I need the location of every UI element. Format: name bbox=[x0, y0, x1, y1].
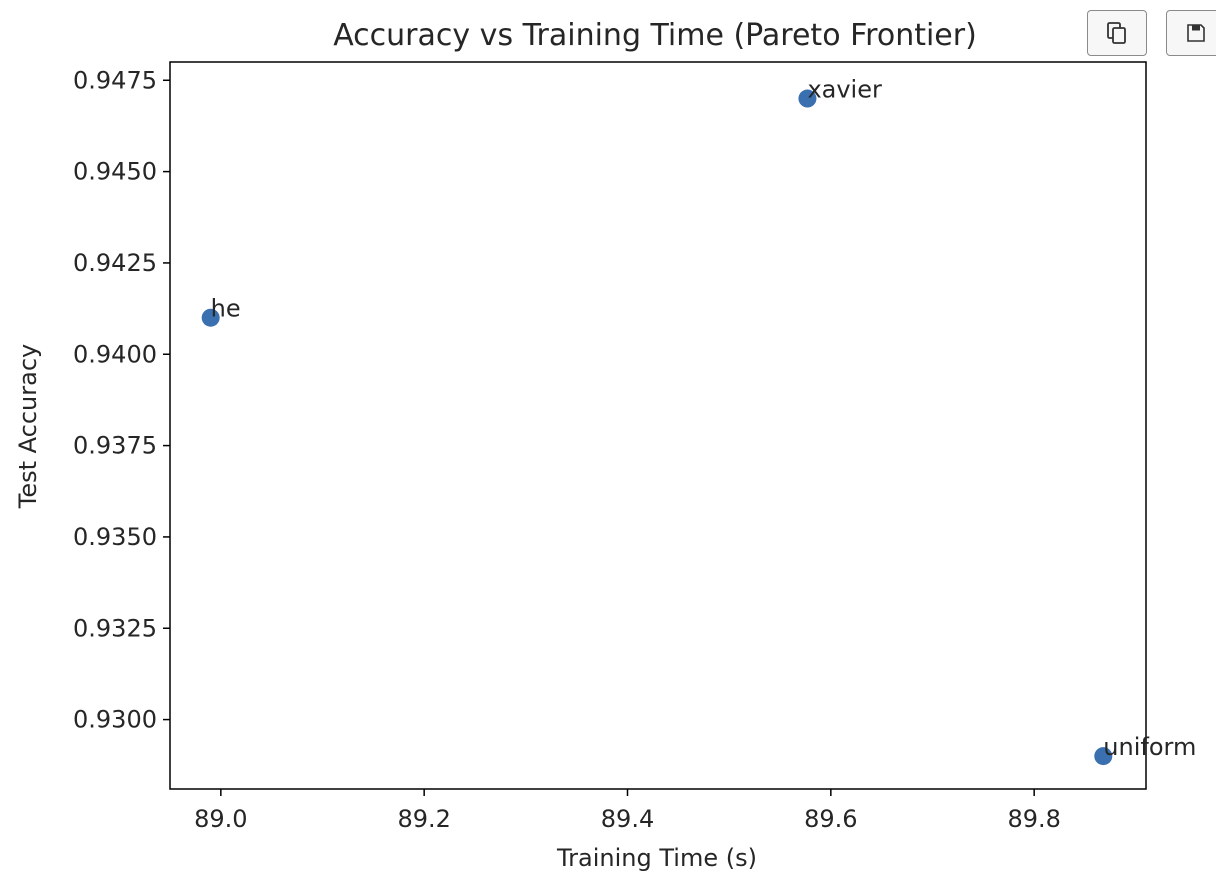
y-tick-label: 0.9450 bbox=[73, 158, 157, 186]
data-point bbox=[201, 308, 220, 327]
save-button[interactable] bbox=[1166, 10, 1216, 56]
y-tick-label: 0.9350 bbox=[73, 523, 157, 551]
x-tick-label: 89.4 bbox=[601, 805, 654, 833]
chart-title: Accuracy vs Training Time (Pareto Fronti… bbox=[333, 18, 977, 53]
x-tick-label: 89.2 bbox=[397, 805, 450, 833]
y-tick-label: 0.9300 bbox=[73, 706, 157, 734]
data-point bbox=[1094, 747, 1113, 766]
x-axis-ticks: 89.0 89.2 89.4 89.6 89.8 bbox=[194, 789, 1061, 833]
y-tick-label: 0.9425 bbox=[73, 249, 157, 277]
x-tick-label: 89.6 bbox=[804, 805, 857, 833]
y-tick-label: 0.9475 bbox=[73, 66, 157, 94]
plot-frame bbox=[169, 61, 1147, 790]
data-point bbox=[798, 89, 817, 108]
copy-icon bbox=[1107, 22, 1126, 44]
save-icon bbox=[1187, 24, 1205, 42]
y-axis-ticks: 0.9300 0.9325 0.9350 0.9375 0.9400 0.9425 0.94… bbox=[73, 66, 170, 734]
copy-button[interactable] bbox=[1087, 10, 1147, 56]
x-tick-label: 89.0 bbox=[194, 805, 247, 833]
y-tick-label: 0.9375 bbox=[73, 432, 157, 460]
x-tick-label: 89.8 bbox=[1007, 805, 1060, 833]
point-label: xavier bbox=[807, 76, 882, 104]
point-label: he bbox=[211, 295, 241, 323]
y-axis-label: Test Accuracy bbox=[14, 344, 42, 509]
point-label: uniform bbox=[1103, 733, 1196, 761]
x-axis-label: Training Time (s) bbox=[556, 844, 757, 872]
y-tick-label: 0.9325 bbox=[73, 614, 157, 642]
y-tick-label: 0.9400 bbox=[73, 340, 157, 368]
data-points: he xavier uniform bbox=[201, 76, 1196, 766]
